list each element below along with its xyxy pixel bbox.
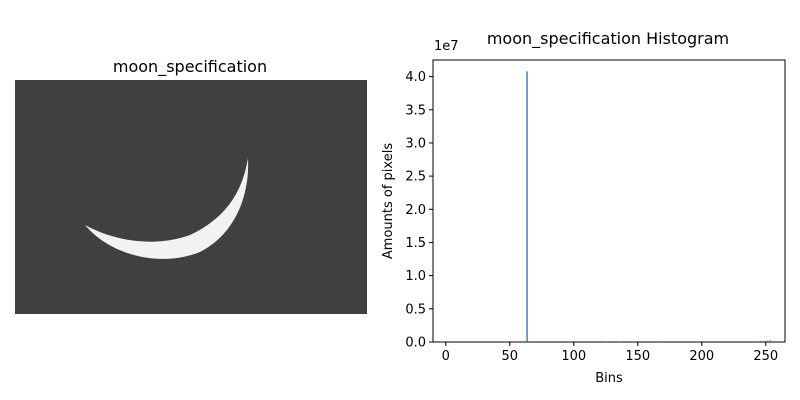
- x-tick-label: 200: [689, 349, 714, 364]
- histogram-bars: [526, 71, 771, 342]
- histogram-bar: [760, 341, 762, 342]
- y-tick-label: 3.0: [405, 136, 426, 151]
- y-tick-label: 0.5: [405, 302, 426, 317]
- x-tick-label: 250: [753, 349, 778, 364]
- histogram-bar: [756, 341, 759, 342]
- y-axis-label: Amounts of pixels: [381, 143, 396, 259]
- y-tick-label: 0.0: [405, 336, 426, 351]
- y-tick-label: 1.0: [405, 269, 426, 284]
- histogram-bar: [769, 340, 771, 342]
- y-tick-label: 2.5: [405, 170, 426, 185]
- x-tick-label: 150: [625, 349, 650, 364]
- x-tick-label: 0: [442, 349, 450, 364]
- crescent-moon: [85, 158, 249, 259]
- plot-area: [432, 59, 786, 343]
- image-title: moon_specification: [113, 57, 267, 77]
- y-tick-label: 1.5: [405, 236, 426, 251]
- x-axis-ticks: 0 50 100 150 200 250: [442, 342, 778, 364]
- x-axis-label: Bins: [595, 371, 623, 386]
- y-tick-label: 3.5: [405, 103, 426, 118]
- histogram-bar: [764, 340, 766, 342]
- x-tick-label: 50: [502, 349, 519, 364]
- histogram-title: moon_specification Histogram: [487, 29, 729, 49]
- histogram-panel: moon_specification Histogram 1e7 0 50 100 1…: [381, 29, 786, 386]
- image-panel: moon_specification: [15, 57, 367, 314]
- histogram-bar: [618, 341, 620, 342]
- histogram-bar: [753, 341, 755, 342]
- y-axis-ticks: 0.0 0.5 1.0 1.5 2.0 2.5 3.0 3.5 4.0: [405, 70, 433, 351]
- y-tick-label: 2.0: [405, 203, 426, 218]
- histogram-bar: [767, 340, 769, 342]
- y-tick-label: 4.0: [405, 70, 426, 85]
- x-tick-label: 100: [561, 349, 586, 364]
- histogram-bar: [526, 71, 528, 342]
- y-offset-text: 1e7: [434, 39, 459, 54]
- moon-image-background: [15, 80, 367, 314]
